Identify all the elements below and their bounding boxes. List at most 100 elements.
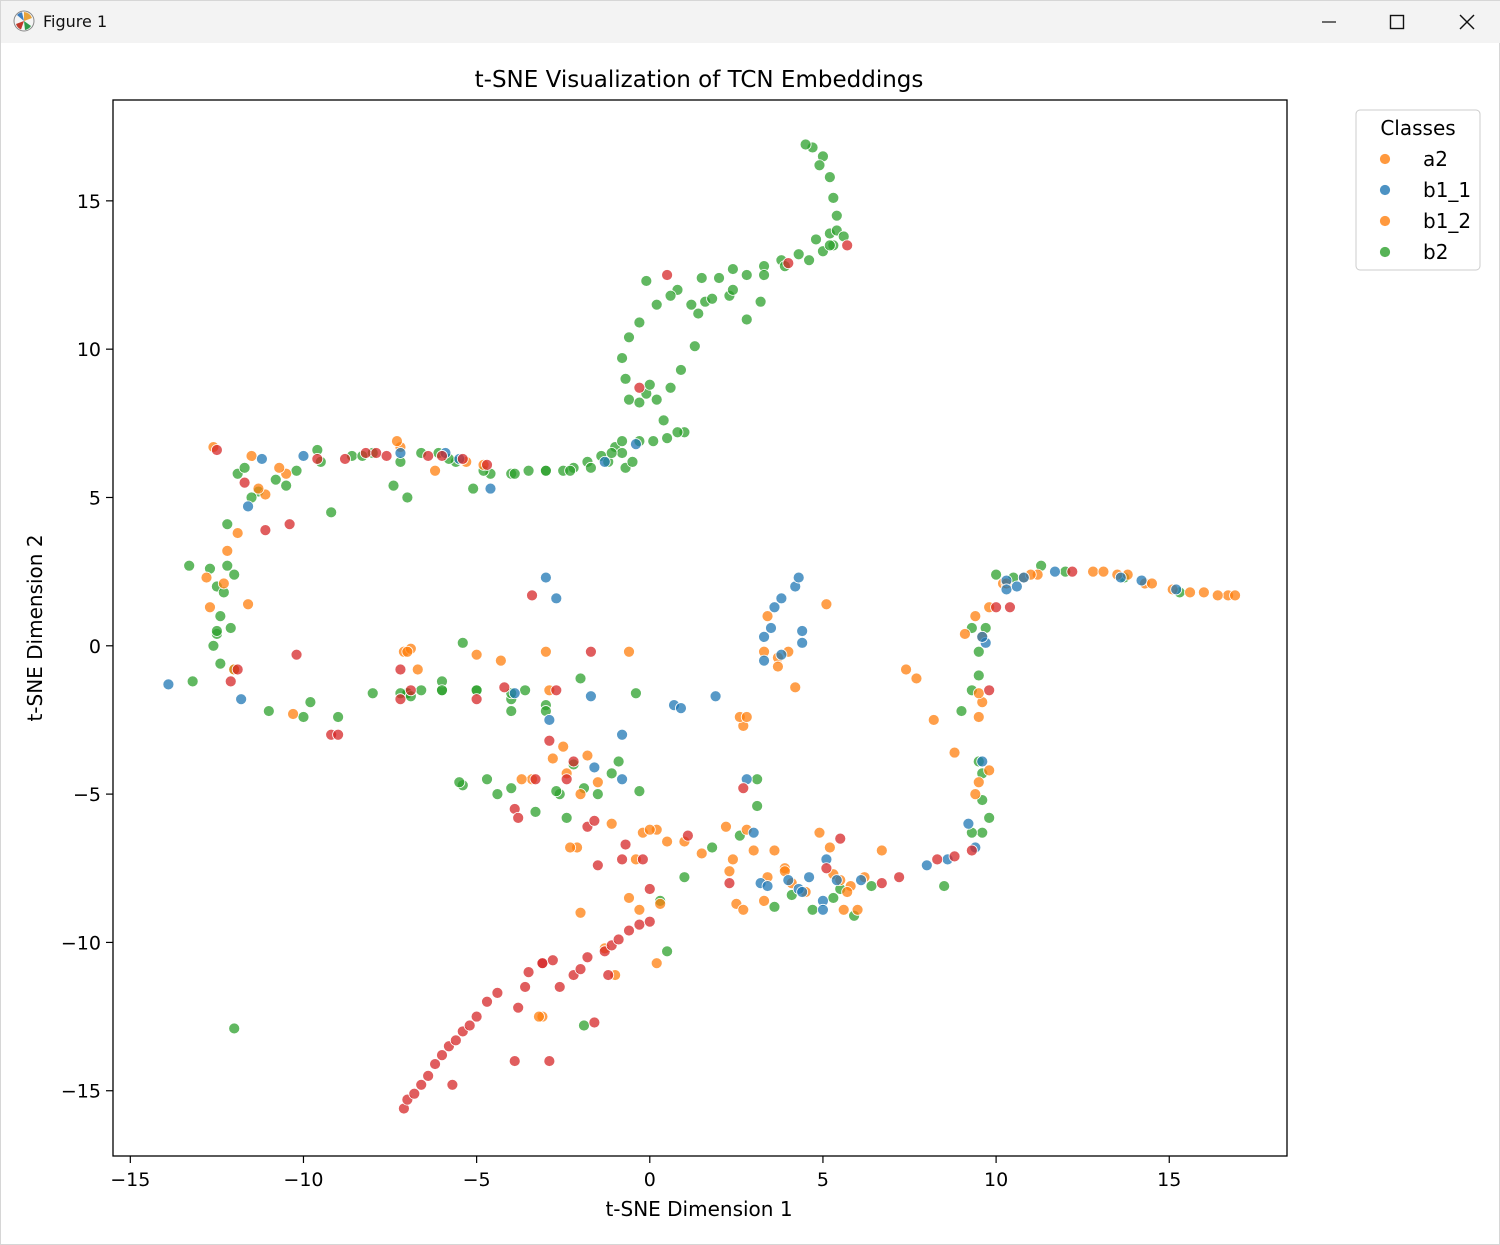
scatter-point-b2 xyxy=(616,352,628,364)
scatter-point-a2 xyxy=(1087,565,1099,578)
scatter-point-b1_1 xyxy=(830,874,843,887)
scatter-point-a2 xyxy=(900,663,912,676)
scatter-point-b2 xyxy=(214,657,227,670)
scatter-point-b2 xyxy=(726,263,739,275)
scatter-point-b2 xyxy=(436,684,448,697)
scatter-point-a2 xyxy=(633,903,646,916)
scatter-point-b2 xyxy=(664,381,677,394)
scatter-point-b1_2 xyxy=(772,660,784,673)
scatter-point-b2 xyxy=(585,461,597,474)
scatter-point-b2 xyxy=(519,684,532,697)
scatter-point-a2 xyxy=(245,450,258,462)
scatter-point-a2 xyxy=(623,645,635,658)
scatter-point-other xyxy=(841,239,854,252)
scatter-point-b1_1 xyxy=(1049,565,1061,578)
scatter-point-other xyxy=(404,684,417,697)
scatter-point-b2 xyxy=(695,272,708,284)
scatter-point-other xyxy=(339,453,351,465)
scatter-point-other xyxy=(567,755,580,768)
scatter-point-b2 xyxy=(990,568,1002,581)
scatter-point-other xyxy=(508,1055,521,1067)
y-tick-label: 5 xyxy=(89,487,101,509)
scatter-point-b1_1 xyxy=(1135,574,1148,587)
legend-label: b1_1 xyxy=(1423,178,1471,202)
scatter-point-b1_1 xyxy=(1000,583,1013,596)
scatter-point-b1_2 xyxy=(851,903,864,916)
scatter-point-other xyxy=(585,645,597,658)
title-bar: Figure 1 xyxy=(1,1,1500,43)
scatter-point-b1_1 xyxy=(796,886,809,898)
scatter-point-b1_2 xyxy=(591,776,604,789)
scatter-point-b2 xyxy=(605,447,618,459)
scatter-point-b1_1 xyxy=(543,714,556,726)
scatter-point-a2 xyxy=(875,844,888,857)
scatter-point-other xyxy=(553,981,566,993)
scatter-point-b2 xyxy=(740,269,753,281)
scatter-point-other xyxy=(820,862,833,875)
scatter-point-other xyxy=(370,447,383,459)
x-tick-label: 0 xyxy=(644,1169,656,1191)
scatter-point-b1_1 xyxy=(747,826,760,839)
scatter-point-b2 xyxy=(207,639,220,652)
scatter-point-other xyxy=(224,675,237,688)
scatter-point-b1_1 xyxy=(394,447,407,459)
scatter-point-b2 xyxy=(827,892,840,904)
scatter-point-b1_2 xyxy=(623,892,635,904)
scatter-point-b1_2 xyxy=(789,681,802,694)
scatter-point-other xyxy=(737,782,750,795)
scatter-point-other xyxy=(470,1010,483,1023)
scatter-point-other xyxy=(588,814,601,827)
scatter-point-b2 xyxy=(688,340,701,353)
scatter-point-b1_2 xyxy=(972,711,985,723)
scatter-point-other xyxy=(643,883,656,895)
scatter-point-a2 xyxy=(948,746,961,759)
scatter-point-b2 xyxy=(806,903,819,916)
scatter-point-a2 xyxy=(494,654,507,667)
scatter-point-b2 xyxy=(616,447,628,459)
y-axis-label: t-SNE Dimension 2 xyxy=(23,534,47,721)
scatter-point-b2 xyxy=(955,705,968,717)
scatter-point-other xyxy=(661,269,674,281)
scatter-point-b2 xyxy=(297,711,310,723)
scatter-point-a2 xyxy=(972,776,985,789)
scatter-point-b1_1 xyxy=(962,817,975,830)
legend-box xyxy=(1355,109,1481,271)
scatter-point-b2 xyxy=(633,396,646,409)
scatter-point-b2 xyxy=(290,464,303,477)
maximize-button[interactable] xyxy=(1363,1,1431,43)
scatter-point-a2 xyxy=(546,752,559,765)
scatter-point-a2 xyxy=(242,598,254,611)
x-tick-label: −5 xyxy=(463,1169,491,1191)
scatter-point-b2 xyxy=(623,393,635,406)
scatter-point-b1_2 xyxy=(401,645,414,658)
scatter-point-b1_1 xyxy=(297,450,310,462)
scatter-point-a2 xyxy=(927,714,940,726)
scatter-point-other xyxy=(633,918,646,931)
scatter-point-other xyxy=(526,589,538,602)
scatter-point-other xyxy=(543,734,556,747)
close-icon xyxy=(1459,14,1475,30)
x-axis-label: t-SNE Dimension 1 xyxy=(605,1197,792,1221)
scatter-point-b2 xyxy=(661,432,674,445)
scatter-point-b2 xyxy=(491,788,504,801)
scatter-point-b2 xyxy=(827,191,840,204)
scatter-point-b2 xyxy=(578,1019,590,1032)
scatter-point-other xyxy=(623,924,635,937)
scatter-point-b2 xyxy=(830,209,843,222)
x-axis: −15 −10 −5 0 5 10 15 xyxy=(110,1156,1181,1191)
scatter-point-b1_2 xyxy=(972,687,985,700)
scatter-point-b2 xyxy=(453,776,466,789)
scatter-point-b1_2 xyxy=(1229,589,1241,602)
scatter-point-b2 xyxy=(643,378,656,391)
scatter-point-other xyxy=(983,684,996,697)
scatter-point-b2 xyxy=(325,506,338,519)
close-button[interactable] xyxy=(1433,1,1500,43)
y-axis: −15 −10 −5 0 5 10 15 xyxy=(61,191,113,1103)
maximize-icon xyxy=(1389,14,1405,30)
scatter-point-b1_2 xyxy=(557,740,570,753)
scatter-point-b1_2 xyxy=(643,823,656,836)
minimize-button[interactable] xyxy=(1295,1,1363,43)
scatter-point-b1_2 xyxy=(217,577,230,590)
scatter-point-b2 xyxy=(560,811,573,824)
